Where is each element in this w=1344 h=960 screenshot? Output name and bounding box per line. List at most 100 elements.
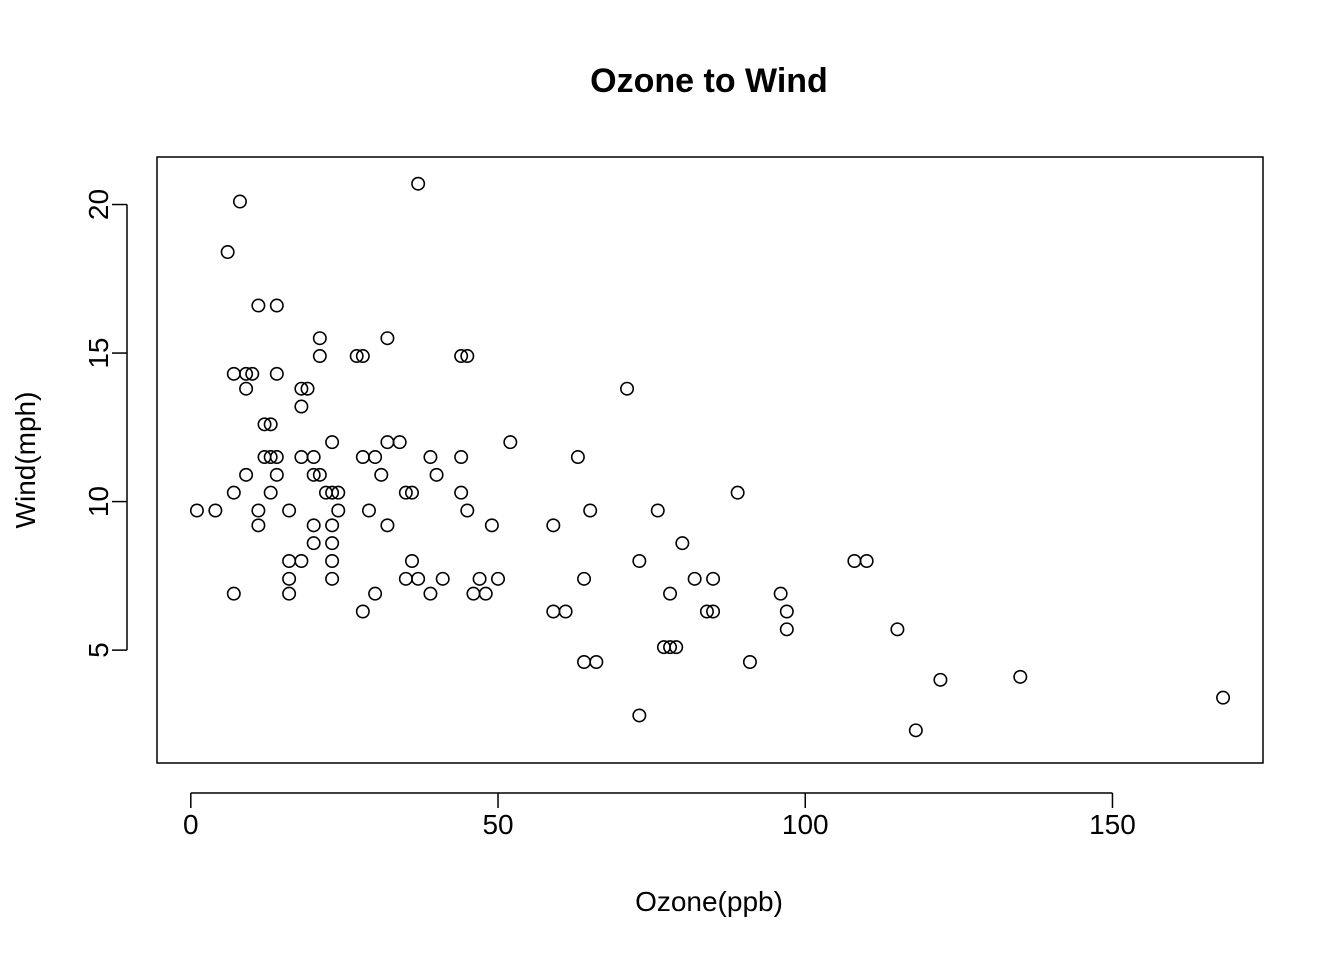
data-point [226, 485, 241, 500]
data-point [189, 503, 204, 518]
data-point [908, 723, 923, 738]
data-point [404, 553, 419, 568]
data-point [847, 553, 862, 568]
data-point [663, 640, 678, 655]
data-point [220, 245, 235, 260]
data-point [546, 518, 561, 533]
data-point [306, 536, 321, 551]
data-point [325, 536, 340, 551]
data-point [251, 298, 266, 313]
data-point [663, 586, 678, 601]
data-point [312, 331, 327, 346]
data-point [306, 518, 321, 533]
data-point [454, 450, 469, 465]
data-point [435, 571, 450, 586]
data-point [325, 553, 340, 568]
data-point [423, 586, 438, 601]
data-point [355, 604, 370, 619]
data-point [589, 654, 604, 669]
y-tick-label: 5 [83, 642, 114, 658]
data-point [577, 571, 592, 586]
data-point [294, 553, 309, 568]
data-point [239, 467, 254, 482]
y-tick-label: 15 [83, 337, 114, 368]
data-point [687, 571, 702, 586]
data-point [349, 349, 364, 364]
data-point [570, 450, 585, 465]
data-point [325, 485, 340, 500]
data-point [675, 536, 690, 551]
data-point [282, 571, 297, 586]
data-point [779, 622, 794, 637]
data-point [263, 450, 278, 465]
x-tick-label: 100 [782, 809, 829, 840]
y-axis-label: Wind(mph) [10, 392, 41, 529]
data-point [368, 450, 383, 465]
data-point [491, 571, 506, 586]
data-point [232, 194, 247, 209]
data-point [226, 366, 241, 381]
data-point [269, 366, 284, 381]
data-point [454, 485, 469, 500]
chart-title: Ozone to Wind [590, 62, 828, 100]
data-point [429, 467, 444, 482]
data-point [331, 485, 346, 500]
data-point [706, 604, 721, 619]
data-point [632, 553, 647, 568]
data-point [263, 485, 278, 500]
data-point [773, 586, 788, 601]
data-point [466, 586, 481, 601]
data-point [312, 349, 327, 364]
data-point [669, 640, 684, 655]
data-points [189, 176, 1231, 738]
data-point [706, 571, 721, 586]
data-point [472, 571, 487, 586]
data-point [392, 435, 407, 450]
data-point [294, 381, 309, 396]
data-point [620, 381, 635, 396]
data-point [699, 604, 714, 619]
data-point [325, 435, 340, 450]
data-point [282, 586, 297, 601]
data-point [208, 503, 223, 518]
data-point [503, 435, 518, 450]
data-point [294, 450, 309, 465]
data-point [730, 485, 745, 500]
data-point [484, 518, 499, 533]
data-point [245, 366, 260, 381]
data-point [300, 381, 315, 396]
data-point [1216, 690, 1231, 705]
data-point [398, 485, 413, 500]
data-point [226, 586, 241, 601]
y-axis: 5 10 15 20 [83, 189, 128, 658]
data-point [239, 381, 254, 396]
data-point [577, 654, 592, 669]
x-axis-label: Ozone(ppb) [635, 886, 783, 917]
y-tick-label: 20 [83, 189, 114, 220]
data-point [380, 435, 395, 450]
data-point [331, 503, 346, 518]
x-tick-label: 0 [183, 809, 199, 840]
data-point [355, 349, 370, 364]
data-point [269, 467, 284, 482]
data-point [460, 349, 475, 364]
data-point [546, 604, 561, 619]
data-point [269, 450, 284, 465]
data-point [411, 176, 426, 191]
data-point [239, 366, 254, 381]
x-axis: 0 50 100 150 [183, 792, 1136, 840]
data-point [558, 604, 573, 619]
data-point [632, 708, 647, 723]
data-point [306, 467, 321, 482]
data-point [583, 503, 598, 518]
data-point [325, 518, 340, 533]
data-point [294, 399, 309, 414]
data-point [312, 467, 327, 482]
data-point [251, 503, 266, 518]
data-point [368, 586, 383, 601]
data-point [742, 654, 757, 669]
data-point [398, 571, 413, 586]
data-point [1013, 669, 1028, 684]
data-point [380, 331, 395, 346]
data-point [890, 622, 905, 637]
